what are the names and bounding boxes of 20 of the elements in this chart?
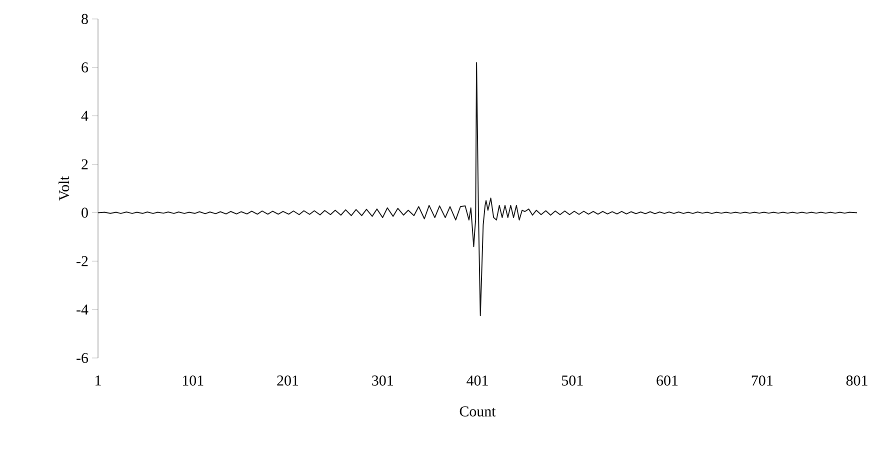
x-axis-title: Count [460,406,496,416]
x-tick-label: 801 [846,376,868,386]
x-tick-label: 401 [466,376,488,386]
y-tick-label: -4 [76,304,88,314]
y-tick-label: 6 [82,62,88,72]
x-tick-label: 1 [96,376,101,386]
y-tick-label: 2 [82,159,88,170]
x-tick-label: 301 [372,376,393,386]
x-tick-label: 501 [562,376,583,386]
y-tick-label: 8 [82,14,88,24]
line-series [98,62,858,316]
x-tick-label: 201 [277,376,298,386]
y-tick-label: 0 [82,208,88,218]
y-tick-label: 4 [81,110,88,121]
y-axis-title: Volt [58,176,70,201]
y-tick-label: -6 [76,352,88,363]
x-tick-label: 701 [752,376,772,386]
y-tick-label: -2 [76,256,88,266]
x-tick-label: 601 [656,376,678,386]
x-tick-label: 101 [182,376,204,386]
